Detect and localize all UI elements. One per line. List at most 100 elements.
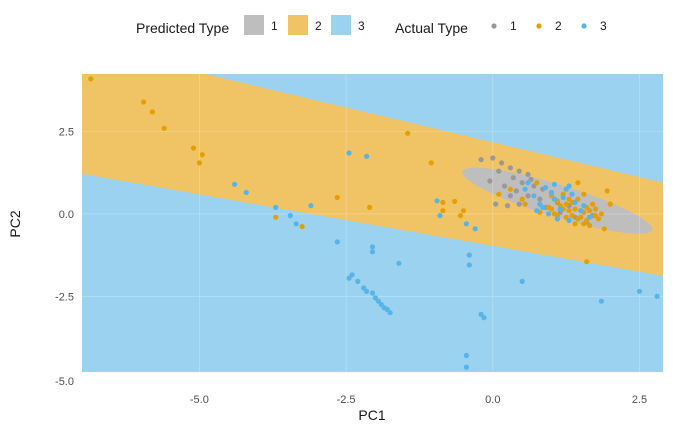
point-series-2 bbox=[334, 194, 340, 201]
point-series-1 bbox=[516, 168, 522, 174]
point-series-2 bbox=[299, 223, 305, 230]
point-series-2 bbox=[595, 216, 602, 222]
point-series-3 bbox=[349, 272, 355, 278]
point-series-3 bbox=[578, 208, 584, 214]
point-series-2 bbox=[149, 109, 155, 115]
series-2 bbox=[88, 76, 613, 265]
point-series-1 bbox=[496, 168, 502, 174]
point-series-2 bbox=[428, 160, 434, 166]
point-series-2 bbox=[534, 180, 540, 186]
point-series-1 bbox=[501, 183, 508, 189]
point-series-3 bbox=[372, 295, 378, 301]
point-series-3 bbox=[369, 290, 376, 296]
point-series-3 bbox=[466, 262, 472, 268]
point-series-2 bbox=[273, 214, 279, 220]
point-series-3 bbox=[369, 249, 376, 255]
series-3 bbox=[232, 150, 660, 370]
point-series-3 bbox=[232, 181, 238, 187]
point-series-3 bbox=[293, 221, 299, 227]
legend-point-key-3 bbox=[581, 23, 587, 29]
point-series-2 bbox=[161, 125, 167, 131]
point-series-2 bbox=[604, 188, 610, 194]
point-series-2 bbox=[141, 99, 147, 105]
legend-fill-key-2 bbox=[288, 15, 308, 35]
point-series-3 bbox=[472, 226, 478, 232]
y-tick-label: 0.0 bbox=[59, 209, 74, 221]
point-series-3 bbox=[598, 298, 605, 304]
y-tick-label: 2.5 bbox=[59, 127, 74, 139]
point-series-3 bbox=[581, 203, 587, 209]
point-series-3 bbox=[364, 153, 370, 159]
point-series-3 bbox=[346, 275, 352, 281]
point-series-1 bbox=[510, 175, 516, 181]
grid-major bbox=[82, 74, 663, 372]
point-series-2 bbox=[551, 211, 558, 217]
point-series-3 bbox=[355, 278, 361, 284]
point-series-3 bbox=[534, 208, 540, 214]
point-series-1 bbox=[487, 178, 493, 184]
point-series-3 bbox=[463, 364, 469, 370]
x-tick-label: 2.5 bbox=[632, 394, 647, 406]
point-series-3 bbox=[243, 189, 249, 196]
point-series-3 bbox=[654, 293, 660, 299]
point-series-3 bbox=[543, 185, 549, 191]
legend-fill-key-3 bbox=[331, 15, 351, 35]
point-series-3 bbox=[308, 203, 314, 209]
legend-point-title: Actual Type bbox=[395, 20, 468, 36]
y-axis: -5.0 -2.5 0.0 2.5 bbox=[55, 127, 74, 388]
point-series-2 bbox=[190, 145, 197, 151]
point-series-2 bbox=[507, 186, 513, 192]
point-series-2 bbox=[601, 226, 607, 232]
legend-point-label-3: 3 bbox=[600, 19, 607, 33]
point-series-1 bbox=[537, 196, 543, 202]
legend: Predicted Type 1 2 3 Actual Type 1 2 3 bbox=[136, 15, 607, 36]
point-series-1 bbox=[478, 157, 484, 163]
point-series-3 bbox=[531, 193, 537, 199]
point-series-3 bbox=[560, 194, 566, 201]
point-series-2 bbox=[452, 198, 458, 204]
legend-point-key-2 bbox=[536, 23, 542, 29]
point-series-2 bbox=[440, 208, 446, 214]
point-series-2 bbox=[581, 221, 587, 227]
point-series-1 bbox=[493, 201, 499, 207]
point-series-3 bbox=[387, 310, 393, 316]
y-tick-label: -5.0 bbox=[55, 376, 74, 388]
point-series-2 bbox=[572, 206, 578, 212]
point-series-2 bbox=[519, 196, 525, 202]
point-series-1 bbox=[507, 165, 513, 171]
point-series-3 bbox=[557, 206, 563, 212]
point-series-3 bbox=[587, 214, 593, 220]
point-series-3 bbox=[548, 189, 555, 196]
point-series-2 bbox=[196, 160, 202, 166]
point-series-2 bbox=[572, 221, 578, 227]
point-series-3 bbox=[551, 196, 558, 202]
point-series-2 bbox=[587, 222, 593, 229]
point-series-2 bbox=[566, 208, 572, 214]
point-series-1 bbox=[504, 203, 511, 209]
legend-point-key-1 bbox=[491, 23, 497, 29]
point-series-3 bbox=[466, 252, 472, 258]
point-series-2 bbox=[592, 206, 599, 212]
plot-panel bbox=[82, 74, 663, 372]
point-series-2 bbox=[88, 76, 94, 82]
legend-point-label-1: 1 bbox=[510, 19, 517, 33]
point-series-1 bbox=[525, 171, 531, 177]
legend-point-label-2: 2 bbox=[555, 19, 562, 33]
point-series-3 bbox=[334, 239, 340, 245]
point-series-2 bbox=[460, 208, 467, 214]
point-series-2 bbox=[598, 211, 605, 217]
legend-fill-key-1 bbox=[244, 15, 264, 35]
point-series-2 bbox=[367, 204, 373, 210]
y-tick-label: -2.5 bbox=[55, 291, 74, 303]
legend-fill-label-2: 2 bbox=[315, 19, 322, 33]
x-tick-label: 0.0 bbox=[485, 394, 500, 406]
point-series-2 bbox=[607, 201, 613, 207]
point-series-3 bbox=[522, 186, 528, 192]
point-series-3 bbox=[525, 180, 531, 186]
point-series-2 bbox=[457, 213, 464, 219]
point-series-2 bbox=[405, 130, 411, 136]
point-series-2 bbox=[546, 204, 552, 210]
point-series-1 bbox=[525, 193, 531, 199]
y-axis-title: PC2 bbox=[7, 210, 23, 237]
point-series-1 bbox=[490, 155, 496, 161]
